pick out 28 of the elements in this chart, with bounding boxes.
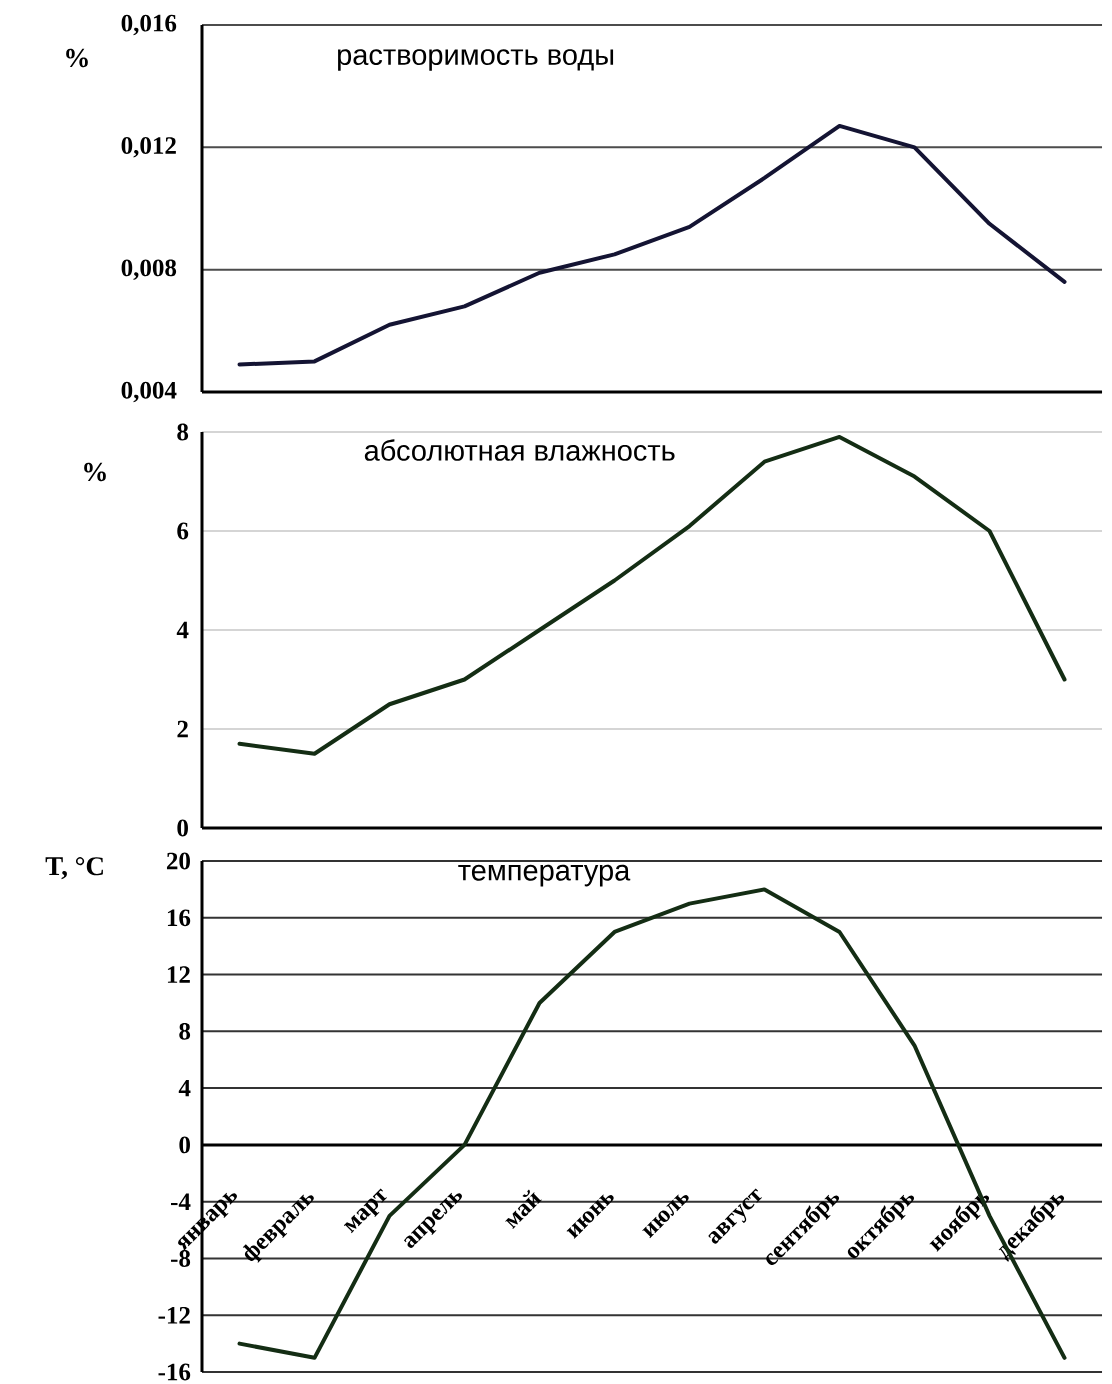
y-tick-label: 0,016 bbox=[121, 14, 177, 36]
y-tick-label: 12 bbox=[167, 966, 190, 983]
y-tick-label: 4 bbox=[176, 621, 189, 639]
line-series bbox=[237, 887, 1067, 1360]
chart-title: температура bbox=[458, 864, 631, 887]
y-tick-label: 0,008 bbox=[121, 259, 177, 280]
y-tick-label: -12 bbox=[158, 1306, 190, 1324]
y-tick-label: 2 bbox=[177, 720, 188, 738]
y-tick-label: -8 bbox=[171, 1250, 191, 1267]
x-tick-label: май bbox=[505, 1189, 542, 1229]
line-series bbox=[237, 434, 1067, 756]
y-tick-label: 8 bbox=[179, 1022, 191, 1040]
y-tick-label: 8 bbox=[177, 423, 189, 441]
y-tick-label: 0 bbox=[177, 819, 188, 837]
chart-title: абсолютная влажность bbox=[364, 439, 675, 461]
y-tick-label: -16 bbox=[158, 1363, 191, 1381]
y-tick-label: 0,012 bbox=[121, 137, 176, 158]
text: растворимость воды bbox=[338, 49, 614, 71]
y-tick-label: 0 bbox=[179, 1136, 190, 1154]
y-axis-title: % bbox=[84, 462, 106, 482]
line-series bbox=[237, 123, 1067, 367]
y-tick-label: 4 bbox=[178, 1079, 191, 1097]
y-axis-title: T, °C bbox=[45, 857, 103, 880]
y-tick-label: 6 bbox=[177, 522, 189, 540]
y-tick-label: 20 bbox=[166, 852, 190, 870]
y-tick-label: 0,004 bbox=[121, 381, 177, 403]
y-tick-label: 16 bbox=[167, 909, 191, 927]
y-axis-title: % bbox=[66, 48, 88, 68]
